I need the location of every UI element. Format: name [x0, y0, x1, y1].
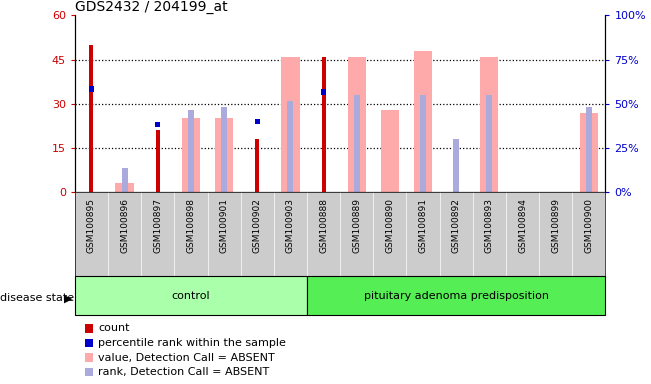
Text: ▶: ▶: [64, 293, 72, 303]
Bar: [420, 95, 426, 192]
Bar: [115, 183, 133, 192]
Bar: [122, 169, 128, 192]
Bar: [414, 51, 432, 192]
Text: GSM100889: GSM100889: [352, 198, 361, 253]
Text: pituitary adenoma predisposition: pituitary adenoma predisposition: [364, 291, 549, 301]
Bar: [75, 276, 307, 315]
Bar: [281, 56, 299, 192]
Bar: [580, 113, 598, 192]
Bar: [215, 118, 233, 192]
Bar: [255, 139, 259, 192]
Bar: [486, 95, 492, 192]
Text: value, Detection Call = ABSENT: value, Detection Call = ABSENT: [98, 353, 275, 362]
Bar: [255, 119, 260, 124]
Bar: [381, 109, 399, 192]
Bar: [288, 101, 294, 192]
Text: GSM100893: GSM100893: [485, 198, 494, 253]
Bar: [188, 109, 194, 192]
Text: GSM100901: GSM100901: [219, 198, 229, 253]
Text: GDS2432 / 204199_at: GDS2432 / 204199_at: [75, 0, 227, 14]
Bar: [182, 118, 200, 192]
Text: count: count: [98, 323, 130, 333]
Bar: [156, 122, 160, 127]
Text: control: control: [172, 291, 210, 301]
Bar: [89, 86, 94, 92]
Bar: [348, 56, 366, 192]
Text: GSM100902: GSM100902: [253, 198, 262, 253]
Text: GSM100894: GSM100894: [518, 198, 527, 253]
Bar: [586, 107, 592, 192]
Text: GSM100892: GSM100892: [452, 198, 461, 253]
Bar: [453, 139, 459, 192]
Bar: [307, 276, 605, 315]
Text: GSM100903: GSM100903: [286, 198, 295, 253]
Text: GSM100891: GSM100891: [419, 198, 428, 253]
Text: GSM100900: GSM100900: [585, 198, 593, 253]
Text: GSM100890: GSM100890: [385, 198, 395, 253]
Text: rank, Detection Call = ABSENT: rank, Detection Call = ABSENT: [98, 367, 270, 377]
Bar: [480, 56, 499, 192]
Text: percentile rank within the sample: percentile rank within the sample: [98, 338, 286, 348]
Bar: [89, 45, 94, 192]
Text: GSM100888: GSM100888: [319, 198, 328, 253]
Bar: [221, 107, 227, 192]
Text: GSM100895: GSM100895: [87, 198, 96, 253]
Text: disease state: disease state: [0, 293, 74, 303]
Bar: [156, 130, 159, 192]
Text: GSM100899: GSM100899: [551, 198, 561, 253]
Bar: [353, 95, 360, 192]
Text: GSM100897: GSM100897: [153, 198, 162, 253]
Text: GSM100896: GSM100896: [120, 198, 129, 253]
Bar: [321, 89, 326, 94]
Text: GSM100898: GSM100898: [186, 198, 195, 253]
Bar: [322, 56, 326, 192]
